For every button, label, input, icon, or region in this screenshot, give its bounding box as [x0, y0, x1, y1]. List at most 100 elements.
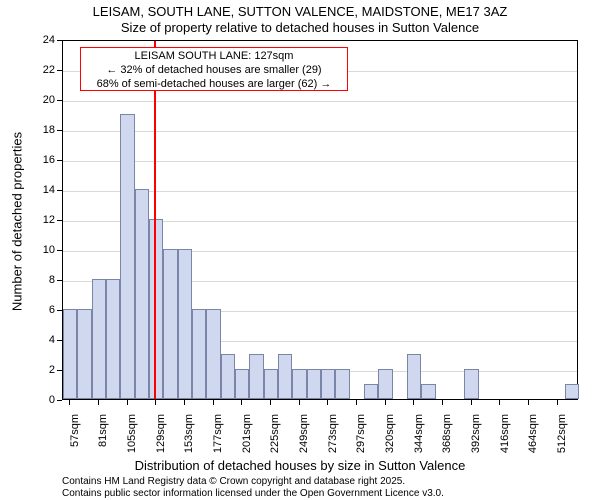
x-tick-label: 81sqm	[97, 414, 109, 464]
title-line-2: Size of property relative to detached ho…	[0, 20, 600, 35]
y-axis-label: Number of detached properties	[10, 41, 25, 401]
y-tick-label: 4	[27, 334, 55, 346]
x-tick-mark	[213, 400, 214, 405]
y-tick-mark	[57, 40, 62, 41]
x-tick-mark	[528, 400, 529, 405]
bar	[378, 369, 392, 399]
x-tick-mark	[385, 400, 386, 405]
y-tick-label: 12	[27, 214, 55, 226]
bar	[335, 369, 349, 399]
bar	[421, 384, 435, 399]
bar	[63, 309, 77, 399]
bar	[307, 369, 321, 399]
x-tick-mark	[557, 400, 558, 405]
y-tick-mark	[57, 160, 62, 161]
y-tick-label: 24	[27, 34, 55, 46]
y-tick-label: 20	[27, 94, 55, 106]
y-tick-label: 0	[27, 394, 55, 406]
x-tick-label: 368sqm	[441, 414, 453, 464]
y-tick-mark	[57, 130, 62, 131]
x-tick-label: 297sqm	[355, 414, 367, 464]
y-tick-label: 18	[27, 124, 55, 136]
x-tick-label: 57sqm	[69, 414, 81, 464]
x-tick-mark	[356, 400, 357, 405]
y-tick-mark	[57, 400, 62, 401]
title-line-1: LEISAM, SOUTH LANE, SUTTON VALENCE, MAID…	[0, 4, 600, 19]
x-tick-label: 464sqm	[527, 414, 539, 464]
y-tick-mark	[57, 190, 62, 191]
bar	[206, 309, 220, 399]
bar	[106, 279, 120, 399]
gridline	[63, 131, 577, 132]
bar	[221, 354, 235, 399]
bar	[321, 369, 335, 399]
y-tick-mark	[57, 280, 62, 281]
x-tick-mark	[471, 400, 472, 405]
x-tick-mark	[499, 400, 500, 405]
x-tick-label: 249sqm	[298, 414, 310, 464]
x-tick-mark	[413, 400, 414, 405]
y-tick-mark	[57, 340, 62, 341]
y-tick-label: 8	[27, 274, 55, 286]
bar	[407, 354, 421, 399]
bar	[92, 279, 106, 399]
bar	[163, 249, 177, 399]
x-tick-mark	[299, 400, 300, 405]
bar	[278, 354, 292, 399]
x-tick-label: 416sqm	[499, 414, 511, 464]
x-tick-label: 344sqm	[413, 414, 425, 464]
y-tick-mark	[57, 370, 62, 371]
x-tick-label: 153sqm	[183, 414, 195, 464]
y-tick-label: 6	[27, 304, 55, 316]
annotation-line-3: 68% of semi-detached houses are larger (…	[83, 78, 345, 92]
x-tick-label: 177sqm	[212, 414, 224, 464]
x-tick-mark	[241, 400, 242, 405]
y-tick-mark	[57, 220, 62, 221]
plot-area	[62, 40, 578, 400]
annotation-box: LEISAM SOUTH LANE: 127sqm ← 32% of detac…	[80, 47, 348, 91]
x-tick-label: 273sqm	[327, 414, 339, 464]
footer-line-1: Contains HM Land Registry data © Crown c…	[62, 476, 405, 487]
y-tick-label: 16	[27, 154, 55, 166]
x-tick-mark	[442, 400, 443, 405]
bar	[292, 369, 306, 399]
x-tick-mark	[270, 400, 271, 405]
bar	[364, 384, 378, 399]
x-tick-label: 201sqm	[241, 414, 253, 464]
x-tick-label: 105sqm	[126, 414, 138, 464]
x-tick-mark	[98, 400, 99, 405]
bar	[565, 384, 579, 399]
bar	[77, 309, 91, 399]
x-tick-mark	[155, 400, 156, 405]
gridline	[63, 101, 577, 102]
x-tick-label: 225sqm	[269, 414, 281, 464]
y-tick-mark	[57, 70, 62, 71]
x-tick-label: 392sqm	[470, 414, 482, 464]
bar	[120, 114, 134, 399]
y-tick-mark	[57, 100, 62, 101]
bar	[464, 369, 478, 399]
gridline	[63, 161, 577, 162]
bar	[192, 309, 206, 399]
bar	[178, 249, 192, 399]
property-marker-line	[154, 41, 156, 399]
bar	[264, 369, 278, 399]
annotation-line-1: LEISAM SOUTH LANE: 127sqm	[83, 50, 345, 64]
bar	[249, 354, 263, 399]
annotation-line-2: ← 32% of detached houses are smaller (29…	[83, 64, 345, 78]
chart-stage: LEISAM, SOUTH LANE, SUTTON VALENCE, MAID…	[0, 0, 600, 500]
x-tick-mark	[327, 400, 328, 405]
x-tick-label: 129sqm	[155, 414, 167, 464]
y-tick-mark	[57, 250, 62, 251]
x-tick-label: 320sqm	[384, 414, 396, 464]
bar	[235, 369, 249, 399]
y-tick-label: 2	[27, 364, 55, 376]
x-tick-mark	[127, 400, 128, 405]
y-tick-mark	[57, 310, 62, 311]
x-axis-label: Distribution of detached houses by size …	[0, 458, 600, 473]
bar	[135, 189, 149, 399]
y-tick-label: 14	[27, 184, 55, 196]
x-tick-mark	[184, 400, 185, 405]
y-tick-label: 22	[27, 64, 55, 76]
bar	[149, 219, 163, 399]
